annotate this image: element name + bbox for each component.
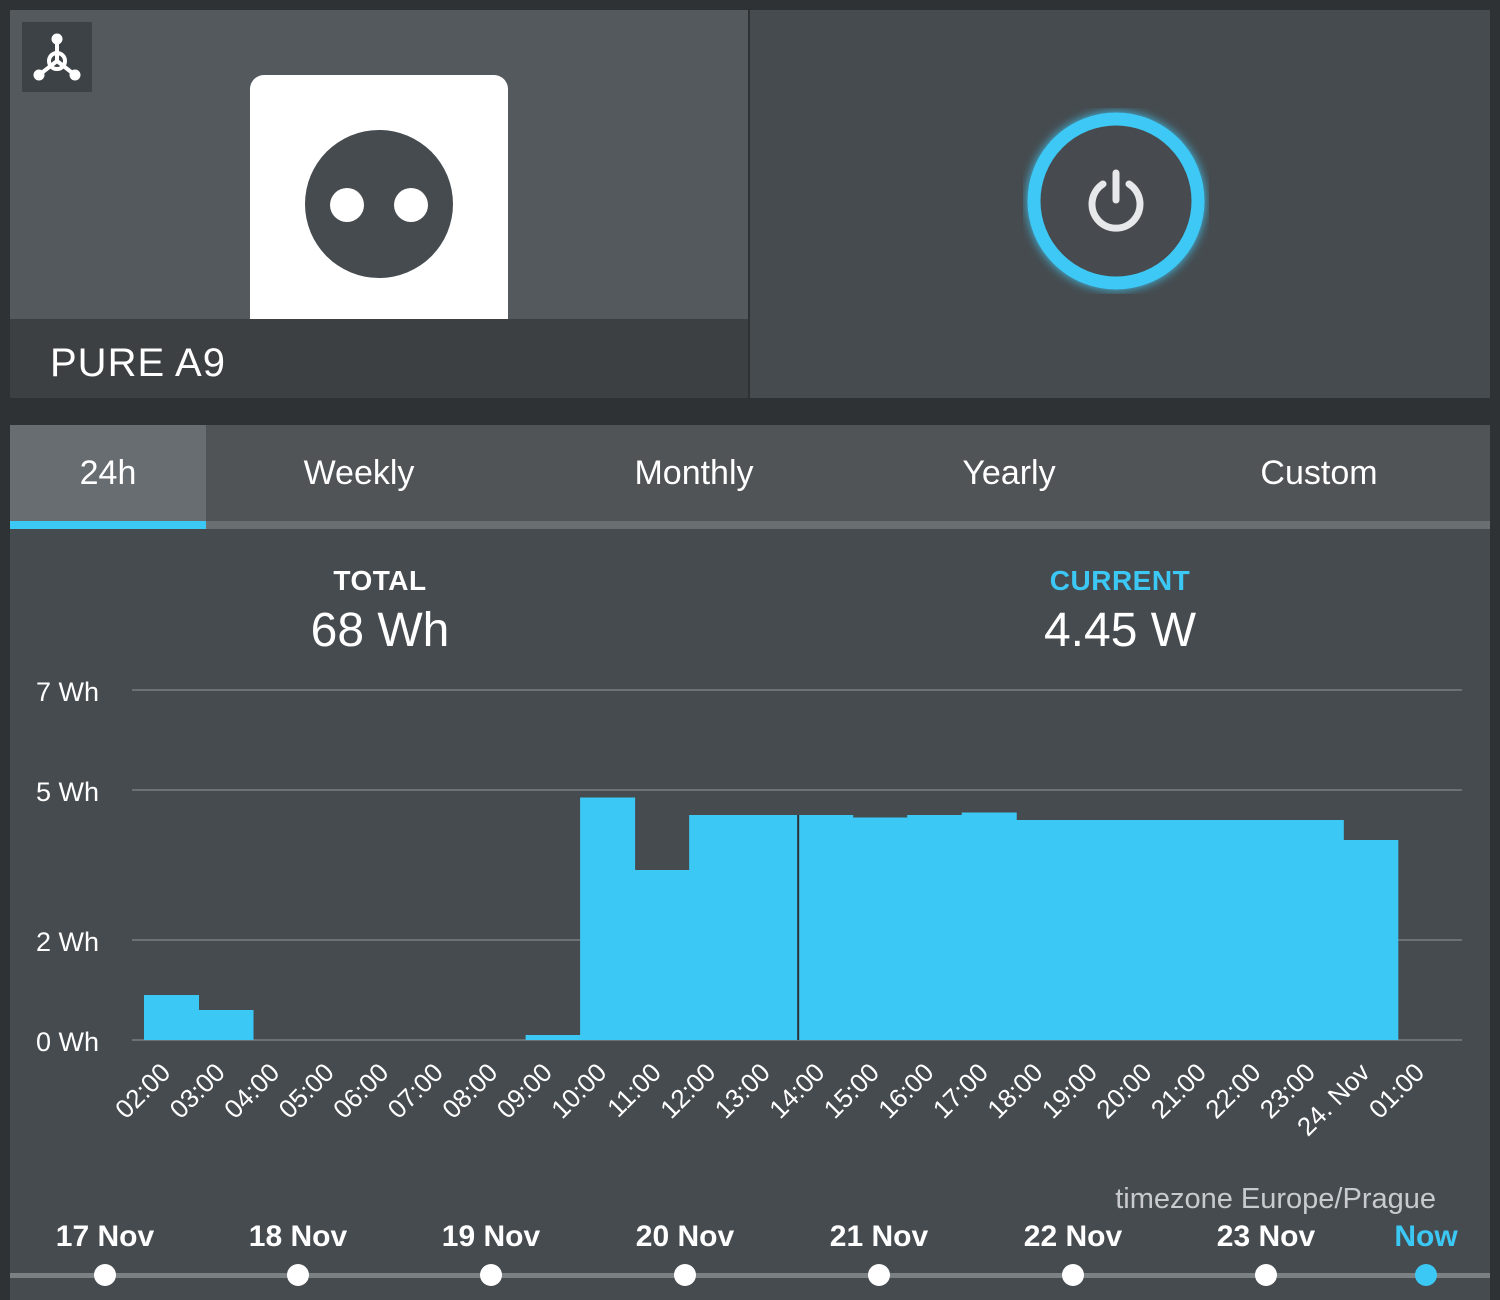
timeline-label: Now (1394, 1220, 1458, 1253)
x-tick-label: 04:00 (218, 1057, 285, 1124)
timeline-item[interactable]: 23 Nov (1196, 1215, 1336, 1286)
x-tick-label: 18:00 (981, 1057, 1048, 1124)
timezone-label: timezone Europe/Prague (1115, 1183, 1436, 1215)
power-icon (1088, 169, 1144, 232)
x-tick-label: 15:00 (818, 1057, 885, 1124)
power-socket-icon (305, 130, 453, 278)
tab-yearly[interactable]: Yearly (962, 453, 1056, 492)
period-tabs: 24h Weekly Monthly Yearly Custom (10, 425, 1490, 521)
timeline-dot[interactable] (1415, 1264, 1437, 1286)
bar[interactable] (798, 815, 854, 1040)
x-tick-label: 16:00 (872, 1057, 939, 1124)
current-stat: CURRENT 4.45 W (920, 565, 1320, 658)
bar[interactable] (907, 815, 963, 1040)
x-tick-label: 14:00 (763, 1057, 830, 1124)
x-tick-label: 20:00 (1090, 1057, 1157, 1124)
energy-bar-chart: 0 Wh 2 Wh 5 Wh 7 Wh 02:0003:0004:0005:0006:0… (36, 677, 1462, 1142)
bar[interactable] (144, 995, 200, 1040)
x-tick-label: 12:00 (654, 1057, 721, 1124)
bar[interactable] (634, 870, 690, 1040)
timeline-item[interactable]: 20 Nov (615, 1215, 755, 1286)
timeline-item[interactable]: 18 Nov (228, 1215, 368, 1286)
device-panel: PURE A9 (10, 10, 748, 398)
timeline-dot[interactable] (94, 1264, 116, 1286)
timeline-label: 18 Nov (248, 1220, 348, 1253)
date-timeline: 17 Nov 18 Nov 19 Nov 20 Nov 21 Nov 22 Nov 23 N… (10, 1215, 1490, 1300)
timeline-dot[interactable] (674, 1264, 696, 1286)
tab-weekly[interactable]: Weekly (303, 453, 415, 492)
active-tab-indicator (10, 521, 206, 529)
bar[interactable] (198, 1010, 254, 1040)
x-tick-label: 02:00 (109, 1057, 176, 1124)
timeline-dot[interactable] (480, 1264, 502, 1286)
timeline-label: 23 Nov (1216, 1220, 1316, 1253)
x-tick-label: 17:00 (927, 1057, 994, 1124)
device-name: PURE A9 (50, 341, 226, 385)
timeline-dot[interactable] (287, 1264, 309, 1286)
tab-24h[interactable]: 24h (10, 425, 206, 521)
y-tick-label: 7 Wh (36, 677, 99, 707)
x-tick-label: 09:00 (491, 1057, 558, 1124)
y-tick-label: 0 Wh (36, 1027, 99, 1057)
hub-network-icon[interactable] (22, 22, 92, 92)
power-toggle-button[interactable] (1023, 108, 1209, 294)
y-tick-label: 2 Wh (36, 927, 99, 957)
device-image (250, 75, 508, 333)
timeline-item[interactable]: 22 Nov (1003, 1215, 1143, 1286)
timeline-label: 20 Nov (635, 1220, 735, 1253)
bar[interactable] (1343, 840, 1399, 1040)
current-label: CURRENT (1049, 565, 1191, 596)
x-tick-label: 01:00 (1363, 1057, 1430, 1124)
tab-monthly[interactable]: Monthly (634, 453, 754, 492)
timeline-label: 19 Nov (441, 1220, 541, 1253)
x-tick-label: 22:00 (1199, 1057, 1266, 1124)
timeline-label: 17 Nov (55, 1220, 155, 1253)
bar[interactable] (689, 815, 745, 1040)
x-tick-label: 19:00 (1036, 1057, 1103, 1124)
total-value: 68 Wh (310, 604, 450, 657)
timeline-dot[interactable] (868, 1264, 890, 1286)
bar[interactable] (525, 1035, 581, 1040)
bar[interactable] (961, 812, 1017, 1041)
timeline-item[interactable]: 19 Nov (421, 1215, 561, 1286)
bar[interactable] (1288, 820, 1344, 1040)
timeline-track (10, 1273, 1490, 1278)
x-tick-label: 11:00 (601, 1057, 667, 1123)
tab-underline (10, 521, 1490, 529)
timeline-dot[interactable] (1062, 1264, 1084, 1286)
x-tick-label: 07:00 (382, 1057, 449, 1124)
timeline-item[interactable]: Now (1356, 1215, 1496, 1286)
x-tick-label: 10:00 (545, 1057, 612, 1124)
y-tick-label: 5 Wh (36, 777, 99, 807)
x-tick-label: 06:00 (327, 1057, 394, 1124)
x-tick-label: 13:00 (709, 1057, 776, 1124)
bar[interactable] (852, 817, 908, 1041)
bar[interactable] (1234, 820, 1290, 1040)
x-tick-label: 05:00 (273, 1057, 340, 1124)
x-tick-label: 21:00 (1145, 1057, 1212, 1124)
bar[interactable] (1016, 820, 1072, 1040)
bar[interactable] (743, 815, 799, 1040)
device-name-bar: PURE A9 (10, 319, 748, 398)
total-label: TOTAL (333, 565, 427, 596)
timeline-item[interactable]: 21 Nov (809, 1215, 949, 1286)
x-tick-label: 08:00 (436, 1057, 503, 1124)
bar[interactable] (580, 797, 636, 1041)
current-value: 4.45 W (1043, 604, 1197, 657)
total-stat: TOTAL 68 Wh (180, 565, 580, 658)
timeline-label: 21 Nov (829, 1220, 929, 1253)
bar[interactable] (1070, 820, 1126, 1040)
timeline-item[interactable]: 17 Nov (35, 1215, 175, 1286)
x-tick-label: 03:00 (164, 1057, 231, 1124)
bar[interactable] (1179, 820, 1235, 1040)
timeline-dot[interactable] (1255, 1264, 1277, 1286)
consumption-panel: 24h Weekly Monthly Yearly Custom TOTAL 6… (10, 425, 1490, 1300)
timeline-label: 22 Nov (1023, 1220, 1123, 1253)
tab-custom[interactable]: Custom (1260, 453, 1378, 492)
power-panel (750, 10, 1490, 398)
bar[interactable] (1125, 820, 1181, 1040)
